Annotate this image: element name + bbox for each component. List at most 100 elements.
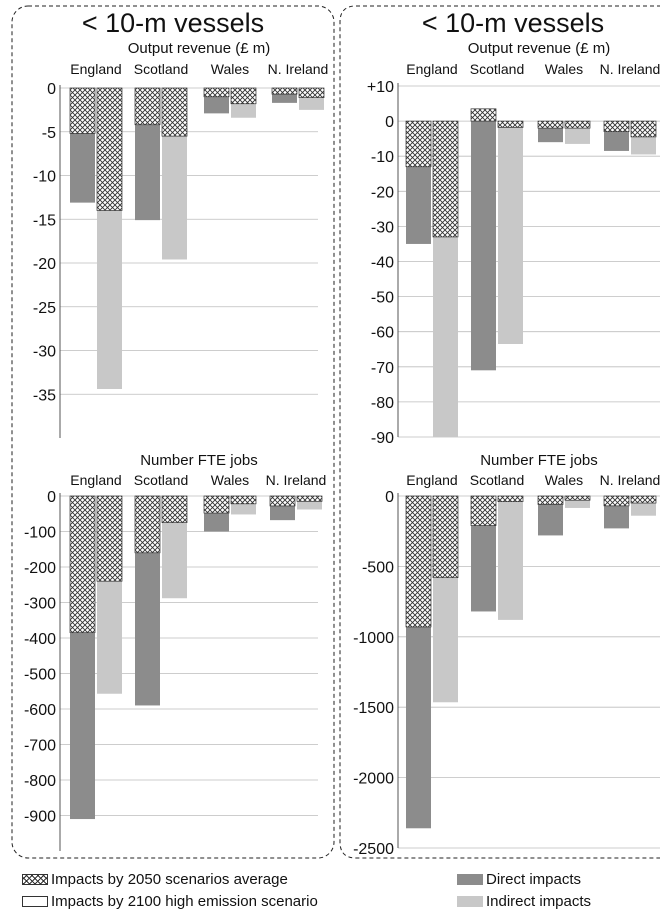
left-jobs-ytick-label: -100 — [24, 525, 56, 542]
left-revenue-category-label: England — [70, 61, 121, 77]
right-revenue-bar-direct — [471, 121, 496, 371]
right-jobs-ytick-label: -500 — [362, 559, 394, 576]
legend-item-indirect: Indirect impacts — [457, 890, 591, 912]
right-jobs-bar-hatched-indirect — [564, 495, 591, 501]
legend-item-direct: Direct impacts — [457, 868, 591, 890]
legend-label-indirect: Indirect impacts — [486, 892, 592, 910]
right-revenue-bar-hatched-indirect — [497, 120, 524, 128]
left-jobs-category-label: N. Ireland — [266, 472, 327, 488]
left-jobs-bar-hatched-indirect — [296, 495, 323, 502]
right-revenue-bar-hatched-direct — [603, 120, 630, 132]
legend-left: Impacts by 2050 scenarios average Impact… — [22, 868, 318, 912]
left-jobs-ytick-label: -400 — [24, 631, 56, 648]
legend-item-2050-average: Impacts by 2050 scenarios average — [22, 868, 318, 890]
legend-right: Direct impacts Indirect impacts — [457, 868, 591, 912]
right-jobs-bar-hatched-direct — [603, 495, 630, 507]
right-jobs-ytick-label: -1000 — [353, 630, 394, 647]
crosshatch-swatch-icon — [22, 873, 48, 885]
left-revenue-ytick-label: -20 — [33, 256, 56, 273]
right-revenue-ytick-label: -30 — [371, 219, 394, 236]
left-revenue-bar-hatched-indirect — [96, 87, 123, 211]
right-jobs-ytick-label: -1500 — [353, 700, 394, 717]
right-revenue-category-label: Scotland — [470, 61, 524, 77]
left-revenue-ytick-label: -10 — [33, 169, 56, 186]
right-revenue-title: Output revenue (£ m) — [468, 40, 611, 57]
right-revenue-ytick-label: -80 — [371, 395, 394, 412]
right-jobs-bar-indirect — [565, 496, 590, 508]
right-jobs-category-label: N. Ireland — [600, 472, 660, 488]
right-revenue-bar-hatched-indirect — [432, 120, 459, 238]
right-revenue-bar-indirect — [498, 121, 523, 344]
left-jobs-ytick-label: -300 — [24, 596, 56, 613]
right-revenue-bar-hatched-direct — [405, 120, 432, 168]
left-jobs-ytick-label: -200 — [24, 560, 56, 577]
left-jobs-bar-hatched-direct — [69, 495, 96, 634]
right-jobs-bar-hatched-direct — [470, 495, 497, 526]
left-jobs-title: Number FTE jobs — [140, 452, 258, 469]
right-revenue-ytick-label: -20 — [371, 184, 394, 201]
right-revenue-ytick-label: -90 — [371, 430, 394, 447]
right-jobs-bar-hatched-indirect — [432, 495, 459, 579]
right-revenue-category-label: Wales — [545, 61, 583, 77]
left-revenue-title: Output revenue (£ m) — [128, 40, 271, 57]
left-jobs-bar-hatched-direct — [203, 495, 230, 514]
left-revenue-bar-hatched-direct — [271, 87, 298, 95]
left-revenue-category-label: N. Ireland — [268, 61, 329, 77]
left-jobs-ytick-label: 0 — [47, 489, 56, 506]
right-jobs-category-label: Wales — [545, 472, 583, 488]
left-jobs-bar-hatched-direct — [134, 495, 161, 554]
right-revenue-ytick-label: -40 — [371, 255, 394, 272]
left-jobs-bar-hatched-indirect — [96, 495, 123, 582]
left-jobs-ytick-label: -700 — [24, 738, 56, 755]
left-revenue-bar-hatched-direct — [69, 87, 96, 134]
left-jobs-bar-hatched-direct — [269, 495, 296, 507]
left-jobs-category-label: Wales — [211, 472, 249, 488]
right-jobs-ytick-label: 0 — [385, 489, 394, 506]
left-revenue-ytick-label: -15 — [33, 212, 56, 229]
right-revenue-ytick-label: -70 — [371, 360, 394, 377]
left-revenue-bar-hatched-direct — [134, 87, 161, 126]
left-jobs-ytick-label: -500 — [24, 667, 56, 684]
right-jobs-bar-hatched-indirect — [630, 495, 657, 504]
left-jobs-bar-hatched-indirect — [230, 495, 257, 505]
left-panel-frame — [11, 5, 335, 859]
left-jobs-ytick-label: -600 — [24, 702, 56, 719]
right-revenue-category-label: N. Ireland — [600, 61, 660, 77]
right-revenue-bar-hatched-indirect — [564, 120, 591, 129]
right-revenue-bar-hatched-direct — [470, 108, 497, 122]
right-jobs-category-label: England — [406, 472, 457, 488]
left-jobs-category-label: England — [70, 472, 121, 488]
left-revenue-category-label: Scotland — [134, 61, 188, 77]
right-jobs-category-label: Scotland — [470, 472, 524, 488]
right-jobs-bar-hatched-direct — [537, 495, 564, 505]
left-revenue-bar-hatched-direct — [203, 87, 230, 98]
direct-swatch-icon — [457, 873, 483, 885]
right-jobs-ytick-label: -2500 — [353, 841, 394, 858]
legend-label-direct: Direct impacts — [486, 870, 582, 888]
right-panel-frame — [339, 5, 660, 859]
right-jobs-bar-hatched-indirect — [497, 495, 524, 502]
right-revenue-ytick-label: -50 — [371, 290, 394, 307]
left-panel-title: < 10-m vessels — [82, 8, 264, 38]
right-revenue-ytick-label: 0 — [385, 114, 394, 131]
legend-label-2050-average: Impacts by 2050 scenarios average — [51, 870, 288, 888]
right-revenue-ytick-label: +10 — [367, 79, 394, 96]
left-jobs-ytick-label: -800 — [24, 773, 56, 790]
right-jobs-bar-hatched-direct — [405, 495, 432, 628]
left-revenue-ytick-label: -35 — [33, 387, 56, 404]
left-jobs-category-label: Scotland — [134, 472, 188, 488]
right-revenue-category-label: England — [406, 61, 457, 77]
left-revenue-bar-hatched-indirect — [298, 87, 325, 98]
right-revenue-bar-hatched-direct — [537, 120, 564, 129]
plain-swatch-icon — [22, 895, 48, 907]
right-jobs-bar-indirect — [498, 496, 523, 620]
right-jobs-ytick-label: -2000 — [353, 771, 394, 788]
left-revenue-bar-hatched-indirect — [230, 87, 257, 105]
left-revenue-ytick-label: -25 — [33, 300, 56, 317]
left-revenue-category-label: Wales — [211, 61, 249, 77]
indirect-swatch-icon — [457, 895, 483, 907]
left-jobs-ytick-label: -900 — [24, 809, 56, 826]
left-revenue-ytick-label: -5 — [42, 125, 56, 142]
left-revenue-ytick-label: -30 — [33, 344, 56, 361]
